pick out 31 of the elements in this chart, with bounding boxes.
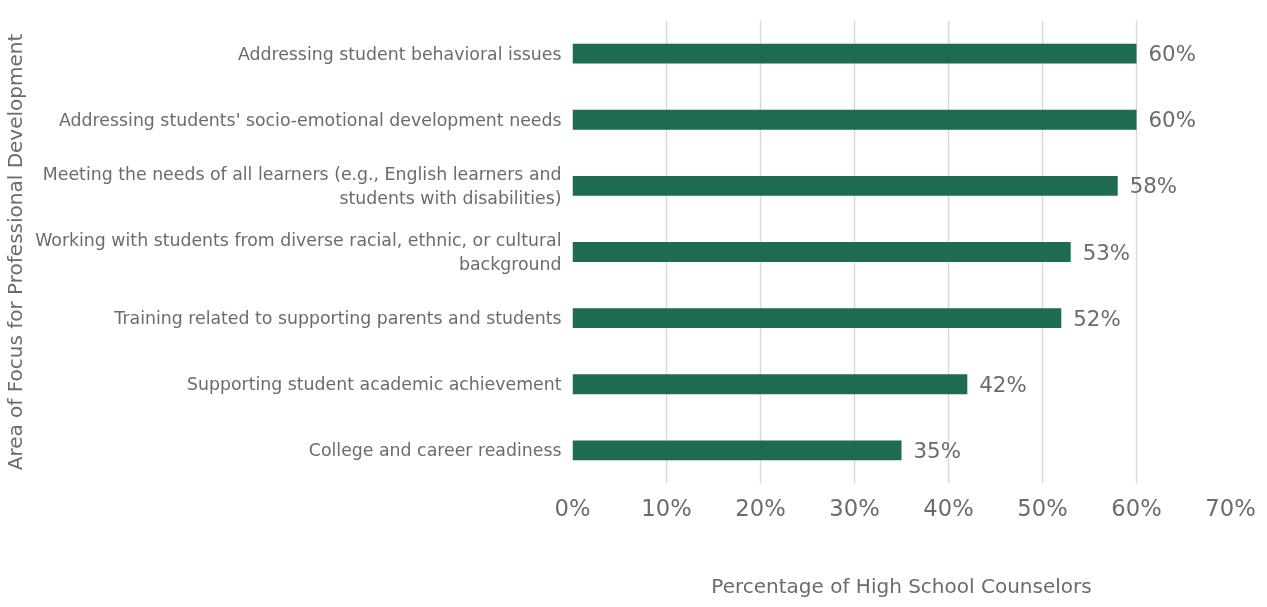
x-tick-label: 50% [1017,494,1068,521]
x-tick-label: 30% [829,494,880,521]
y-tick-label: Meeting the needs of all learners (e.g., English learners and students with disabilities) [42,163,562,208]
x-tick-label: 40% [923,494,974,521]
data-label: 53% [1082,239,1131,265]
bar [572,242,1071,262]
bar [572,175,1118,196]
bar [572,374,968,395]
data-label: 60% [1148,41,1196,67]
data-label: 42% [979,371,1027,397]
y-tick-label: Addressing student behavioral issues [237,43,562,64]
bar [572,43,1137,64]
y-tick-label: College and career readiness [308,440,562,461]
x-tick-label: 20% [735,494,786,521]
y-tick-label: Supporting student academic achievement [186,374,562,395]
x-tick-label: 70% [1205,494,1256,521]
y-axis-title: Area of Focus for Professional Development [3,33,28,471]
x-tick-label: 0% [554,494,591,521]
x-tick-label: 10% [641,494,692,521]
y-tick-label: Addressing students' socio-emotional development needs [59,109,562,130]
y-tick-label: Working with students from diverse racial, ethnic, or cultural background [35,230,562,274]
data-label: 58% [1129,173,1178,199]
y-tick-label: Training related to supporting parents and students [113,308,562,329]
data-label: 60% [1148,107,1196,133]
data-label: 35% [913,437,961,463]
bar [572,109,1137,130]
bar [572,440,902,461]
bar [572,308,1062,329]
data-label: 52% [1073,305,1121,331]
x-axis-title: Percentage of High School Counselors [711,573,1092,598]
x-tick-label: 60% [1111,494,1162,521]
